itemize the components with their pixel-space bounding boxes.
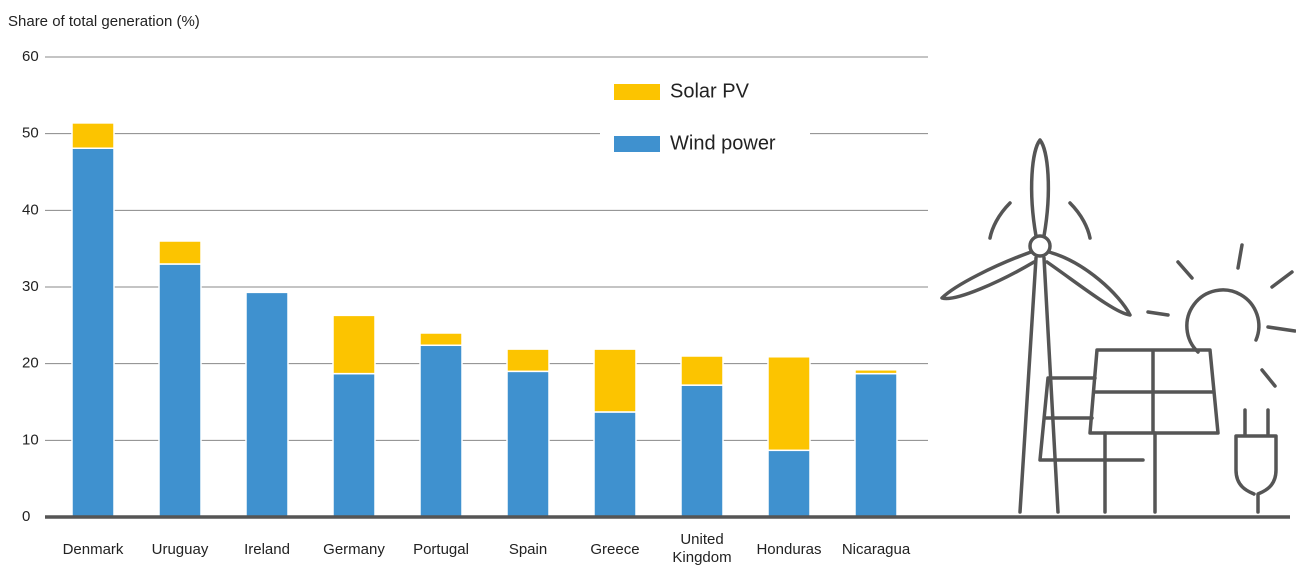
bar-segment [333, 315, 375, 373]
y-tick-label: 60 [22, 48, 39, 65]
bar-segment [72, 148, 114, 517]
y-tick-label: 30 [22, 278, 39, 295]
y-tick-label: 50 [22, 125, 39, 142]
x-tick-label: Nicaragua [842, 541, 911, 558]
bar-segment [768, 357, 810, 451]
chart: Share of total generation (%) 0 10 20 30 40 5… [0, 0, 1296, 568]
bar-segment [855, 370, 897, 374]
legend-label: Wind power [670, 132, 776, 154]
y-tick-label: 0 [22, 508, 30, 525]
bar-segment [855, 374, 897, 517]
bar-segment [159, 264, 201, 517]
y-tick-label: 40 [22, 201, 39, 218]
x-tick-label: Honduras [756, 541, 821, 558]
x-tick-label: Uruguay [152, 541, 209, 558]
y-tick-label: 10 [22, 431, 39, 448]
bar-segment [681, 356, 723, 385]
bar-segment [507, 371, 549, 517]
bar-segment [681, 385, 723, 517]
bar-segment [333, 374, 375, 517]
x-tick-label: Spain [509, 541, 547, 558]
bar-segment [72, 123, 114, 148]
x-tick-label: Portugal [413, 541, 469, 558]
bar-segment [159, 241, 201, 264]
legend-swatch [614, 136, 660, 152]
x-tick-label: Germany [323, 541, 385, 558]
bar-segment [594, 349, 636, 412]
y-axis-title: Share of total generation (%) [8, 13, 200, 30]
bar-segment [420, 345, 462, 517]
bar-segment [768, 450, 810, 517]
bar-segment [507, 349, 549, 371]
legend-swatch [614, 84, 660, 100]
legend-label: Solar PV [670, 80, 750, 102]
plot: 0 10 20 30 40 50 60 Denmark Uruguay Ireland German… [22, 48, 928, 566]
bar-segment [594, 412, 636, 517]
x-tick-label: Denmark [63, 541, 124, 558]
x-tick-label: Greece [590, 541, 639, 558]
x-tick-label: Ireland [244, 541, 290, 558]
bar-segment [420, 333, 462, 345]
illustration [942, 140, 1295, 512]
y-tick-label: 20 [22, 355, 39, 372]
bar-segment [246, 292, 288, 517]
